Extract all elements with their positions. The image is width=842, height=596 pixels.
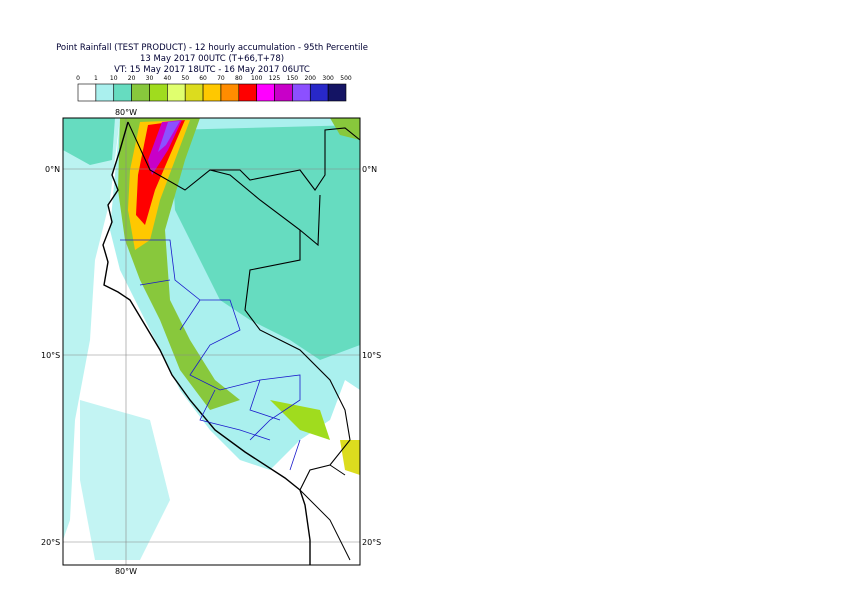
legend-label: 60 [199, 75, 207, 82]
rain-area [158, 121, 180, 152]
legend-swatch [327, 83, 347, 102]
legend-label: 0 [76, 75, 80, 82]
lon-label: 80°W [115, 108, 137, 117]
legend-label: 10 [110, 75, 118, 82]
legend-label: 70 [217, 75, 225, 82]
rain-area [63, 118, 120, 540]
legend-label: 150 [287, 75, 299, 82]
rain-area [80, 400, 170, 560]
legend-swatch [274, 83, 293, 102]
lat-label: 20°S [41, 538, 60, 547]
rain-area [63, 118, 115, 165]
legend-swatch [184, 83, 204, 102]
legend-label: 300 [322, 75, 334, 82]
lat-label: 10°S [362, 351, 381, 360]
legend-label: 200 [305, 75, 317, 82]
run-time: 13 May 2017 00UTC (T+66,T+78) [140, 54, 284, 64]
legend-swatch [238, 83, 257, 102]
rain-area [340, 440, 360, 475]
legend-swatch [292, 83, 311, 102]
legend-label: 40 [164, 75, 172, 82]
legend-label: 50 [181, 75, 189, 82]
rain-area [148, 120, 182, 175]
legend-swatch [202, 83, 222, 102]
legend-label: 30 [146, 75, 154, 82]
legend-label: 80 [235, 75, 243, 82]
legend-label: 100 [251, 75, 263, 82]
legend-swatch [95, 83, 115, 102]
legend-swatch [131, 83, 150, 102]
legend-swatch [77, 83, 97, 102]
legend-swatch [167, 83, 186, 102]
country-border [299, 464, 351, 561]
lat-label: 10°S [41, 351, 60, 360]
region-border [120, 239, 301, 471]
map-frame [62, 117, 361, 566]
lat-label: 20°S [362, 538, 381, 547]
lat-label: 0°N [362, 165, 377, 174]
lat-label: 0°N [45, 165, 60, 174]
rain-area [136, 120, 185, 225]
legend-swatch [309, 83, 329, 102]
coastline [102, 121, 311, 565]
legend-swatch [113, 83, 132, 102]
legend-label: 500 [340, 75, 352, 82]
country-border [127, 121, 361, 491]
legend-swatch [220, 83, 240, 102]
legend-swatch [149, 83, 168, 102]
lon-label: 80°W [115, 567, 137, 576]
rain-area [170, 125, 360, 360]
legend-label: 125 [269, 75, 281, 82]
map [62, 117, 361, 566]
valid-time: VT: 15 May 2017 18UTC - 16 May 2017 06UT… [114, 65, 310, 75]
legend: 0 1 10 20 30 40 50 60 70 80 100 125 150 200 300 500 [76, 75, 352, 102]
legend-label: 1 [94, 75, 98, 82]
title: Point Rainfall (TEST PRODUCT) - 12 hourl… [56, 43, 368, 53]
legend-label: 20 [128, 75, 136, 82]
legend-swatch [256, 83, 275, 102]
